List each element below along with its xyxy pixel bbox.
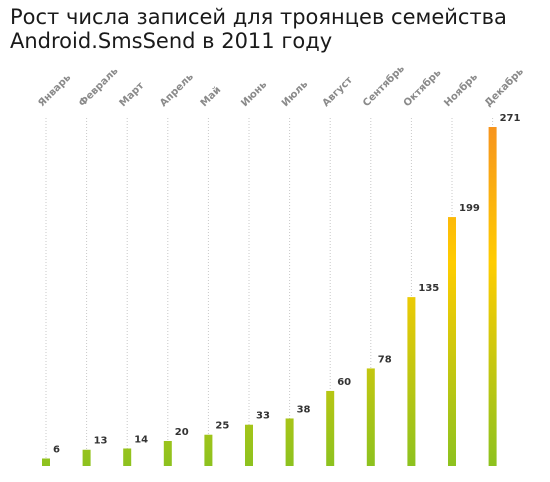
bar: [42, 458, 50, 466]
bars: [42, 127, 497, 466]
bar: [82, 449, 91, 466]
month-label: Май: [199, 85, 224, 110]
value-label: 199: [459, 203, 480, 214]
value-label: 78: [378, 354, 392, 365]
value-label: 14: [134, 434, 148, 445]
bar: [407, 297, 416, 466]
bar: [123, 448, 132, 466]
chart-title-line-1: Рост числа записей для троянцев семейств…: [10, 5, 507, 29]
month-label: Июль: [280, 79, 310, 109]
month-label: Январь: [36, 72, 73, 109]
chart-title-line-2: Android.SmsSend в 2011 году: [10, 29, 333, 53]
value-label: 271: [500, 113, 521, 124]
value-label: 135: [418, 283, 439, 294]
value-label: 38: [297, 404, 311, 415]
month-label: Апрель: [158, 71, 196, 109]
bar: [448, 217, 456, 466]
month-label: Июнь: [239, 79, 269, 109]
bar: [245, 424, 253, 466]
bar: [326, 390, 335, 466]
bar: [366, 368, 375, 466]
value-label: 20: [175, 427, 189, 438]
bar: [488, 127, 497, 466]
value-label: 25: [215, 421, 229, 432]
month-label: Август: [321, 75, 355, 109]
value-label: 33: [256, 411, 270, 422]
month-label: Сентябрь: [360, 63, 406, 109]
month-label: Март: [118, 80, 147, 109]
month-label: Февраль: [77, 66, 121, 110]
bar: [204, 434, 213, 466]
value-label: 6: [53, 444, 60, 455]
value-labels: 6 13 14 20 25 33 38 60 78 135 199 271: [53, 113, 521, 455]
bar: [285, 418, 294, 466]
value-label: 60: [337, 377, 351, 388]
month-label: Декабрь: [482, 66, 526, 110]
value-label: 13: [94, 436, 108, 447]
month-label: Ноябрь: [442, 71, 480, 109]
bar: [163, 440, 172, 466]
month-label: Октябрь: [401, 67, 443, 109]
